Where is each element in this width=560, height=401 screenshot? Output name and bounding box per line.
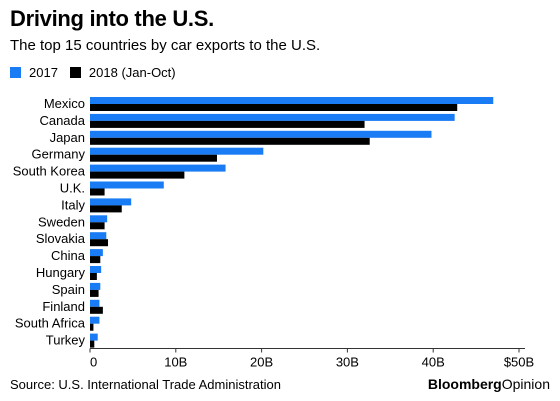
chart-subtitle: The top 15 countries by car exports to t…: [10, 37, 321, 54]
bar-turkey-2018: [90, 340, 95, 348]
category-label-u-k: U.K.: [60, 181, 85, 196]
bar-slovakia-2018: [90, 239, 109, 247]
bar-germany-2017: [90, 147, 264, 155]
bar-spain-2018: [90, 289, 99, 297]
x-tick-label: 10B: [164, 355, 187, 370]
bar-canada-2018: [90, 120, 365, 128]
category-label-italy: Italy: [61, 197, 85, 212]
bar-south-africa-2017: [90, 316, 100, 324]
bar-south-africa-2018: [90, 323, 94, 331]
legend-swatch-2017: [10, 67, 21, 78]
category-label-mexico: Mexico: [44, 96, 85, 111]
x-tick-label: 30B: [336, 355, 359, 370]
bar-spain-2017: [90, 282, 101, 290]
category-label-hungary: Hungary: [36, 265, 86, 280]
bar-sweden-2018: [90, 222, 105, 230]
legend-item-2018: 2018 (Jan-Oct): [69, 65, 176, 80]
bar-china-2017: [90, 249, 103, 257]
category-label-germany: Germany: [32, 147, 86, 162]
bar-china-2018: [90, 256, 101, 264]
bar-hungary-2018: [90, 273, 97, 280]
category-label-south-korea: South Korea: [13, 164, 86, 179]
category-label-turkey: Turkey: [46, 333, 86, 348]
bar-u-k-2017: [90, 181, 164, 189]
brand-logo: BloombergOpinion: [428, 376, 550, 392]
category-label-china: China: [51, 248, 86, 263]
category-label-sweden: Sweden: [38, 214, 85, 229]
legend-swatch-2018: [69, 67, 81, 78]
bar-italy-2018: [90, 205, 122, 213]
legend-label-2017: 2017: [29, 65, 58, 80]
chart-title: Driving into the U.S.: [10, 6, 214, 31]
category-label-japan: Japan: [50, 130, 85, 145]
bar-italy-2017: [90, 198, 132, 206]
bar-sweden-2017: [90, 215, 108, 223]
bar-mexico-2018: [90, 104, 458, 111]
legend-label-2018: 2018 (Jan-Oct): [88, 65, 176, 80]
bar-south-korea-2018: [90, 171, 185, 179]
bar-canada-2017: [90, 113, 455, 121]
bar-finland-2018: [90, 306, 103, 314]
bar-finland-2017: [90, 299, 100, 307]
bar-turkey-2017: [90, 333, 98, 341]
x-tick-label: 40B: [422, 355, 445, 370]
x-tick-label: 20B: [250, 355, 273, 370]
legend-item-2017: 2017: [10, 65, 58, 80]
category-label-slovakia: Slovakia: [36, 231, 86, 246]
brand-opinion: Opinion: [501, 376, 550, 392]
x-tick-label: $50B: [504, 355, 534, 370]
bar-south-korea-2017: [90, 164, 226, 172]
bar-japan-2018: [90, 137, 370, 145]
legend: 2017 2018 (Jan-Oct): [10, 65, 188, 80]
source-note: Source: U.S. International Trade Adminis…: [10, 377, 281, 392]
x-tick-label: 0: [90, 355, 97, 370]
bar-slovakia-2017: [90, 232, 107, 240]
bar-hungary-2017: [90, 266, 102, 273]
category-label-south-africa: South Africa: [15, 316, 86, 331]
category-label-spain: Spain: [52, 282, 85, 297]
bar-u-k-2018: [90, 188, 105, 196]
brand-bloomberg: Bloomberg: [427, 376, 502, 392]
bar-japan-2017: [90, 130, 432, 138]
bar-germany-2018: [90, 154, 217, 162]
category-label-finland: Finland: [42, 299, 85, 314]
bar-mexico-2017: [90, 97, 494, 104]
category-label-canada: Canada: [39, 113, 85, 128]
